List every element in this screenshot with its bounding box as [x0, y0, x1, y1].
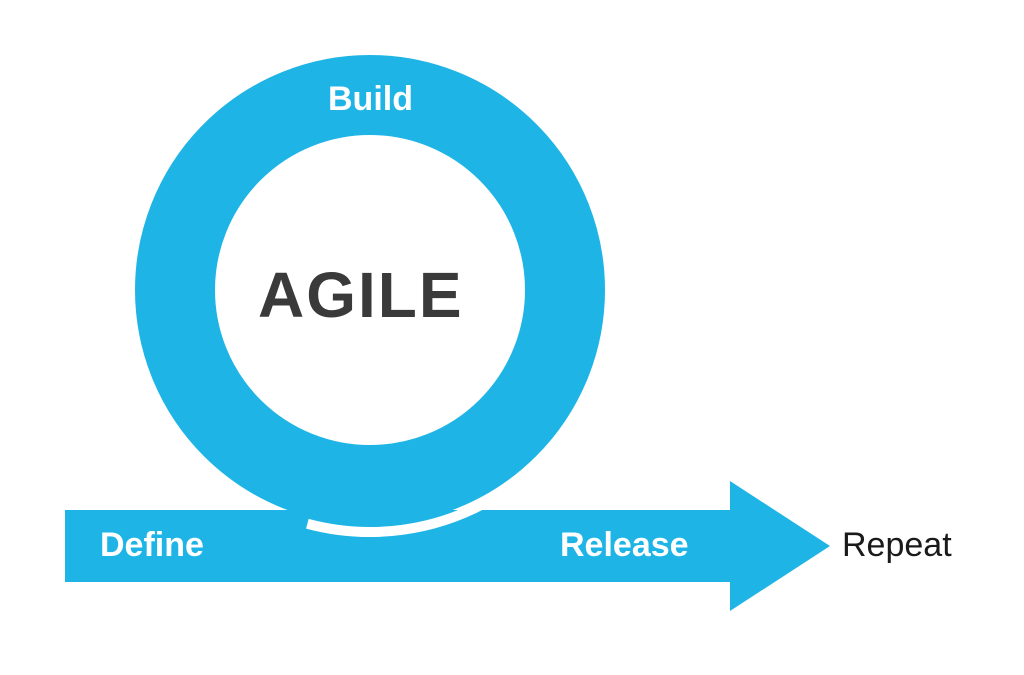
end-stage-repeat: Repeat [842, 526, 952, 565]
arrow-stage-release: Release [560, 526, 689, 565]
center-title: AGILE [258, 258, 464, 332]
agile-cycle-diagram: AGILE Build Define Release Repeat [0, 0, 1024, 675]
diagram-svg [0, 0, 1024, 675]
arrow-stage-define: Define [100, 526, 204, 565]
ring-stage-build: Build [328, 80, 413, 119]
